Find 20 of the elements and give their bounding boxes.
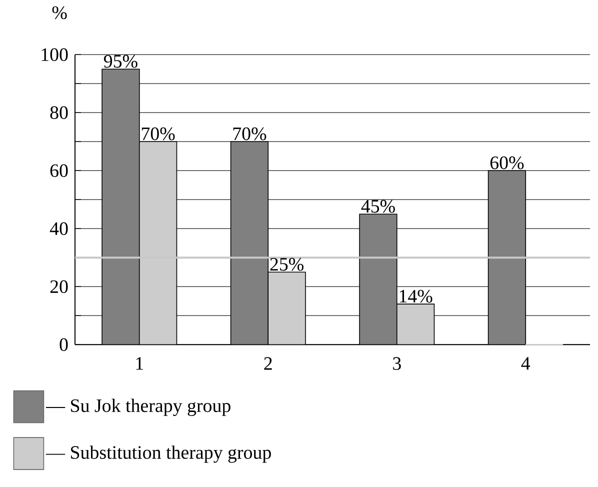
data-label: 45% xyxy=(361,200,395,213)
x-tick-label: 3 xyxy=(393,357,401,370)
y-axis-title: % xyxy=(52,6,67,20)
y-tick-label: 0 xyxy=(60,338,68,352)
data-label: 60% xyxy=(490,156,524,170)
y-tick-label: 80 xyxy=(50,106,68,120)
data-label: 70% xyxy=(142,128,175,140)
data-label: 14% xyxy=(400,290,432,303)
x-tick-label: 2 xyxy=(264,357,272,370)
x-tick-label: 4 xyxy=(521,357,530,370)
data-label: 95% xyxy=(104,55,138,68)
data-label: 25% xyxy=(270,258,304,271)
legend-label: — Substitution therapy group xyxy=(46,446,271,463)
x-tick-label: 1 xyxy=(136,357,143,370)
y-tick-label: 20 xyxy=(50,280,68,294)
y-tick-label: 40 xyxy=(50,222,68,236)
data-label: 70% xyxy=(233,128,266,140)
y-tick-label: 100 xyxy=(42,48,68,62)
legend-label: — Su Jok therapy group xyxy=(46,398,230,416)
y-tick-label: 60 xyxy=(50,164,68,178)
